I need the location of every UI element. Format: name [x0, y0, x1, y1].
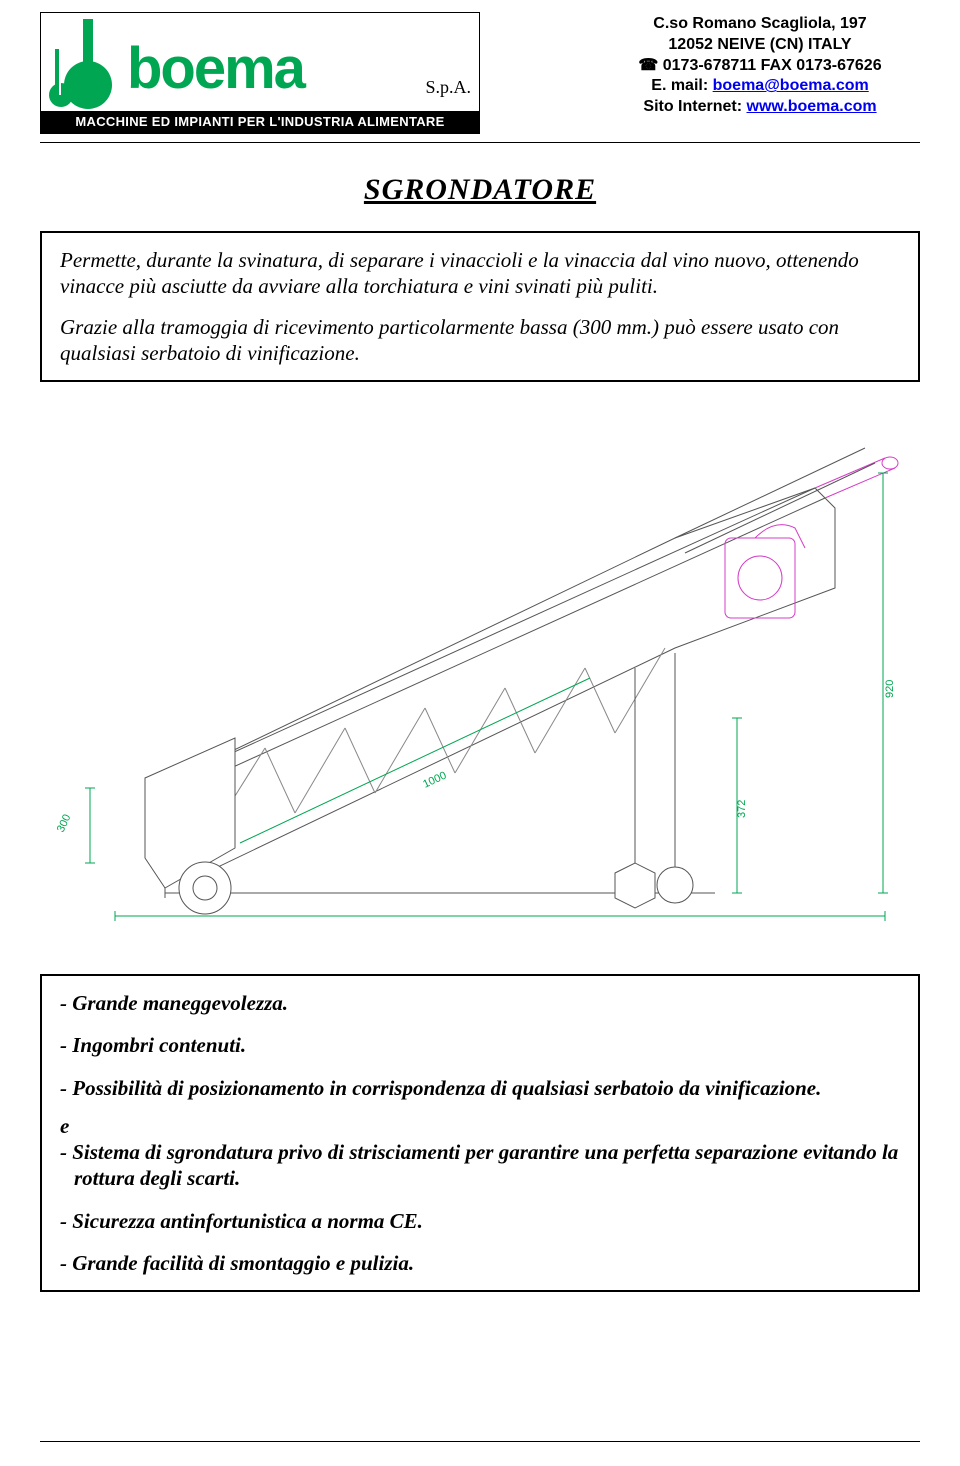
logo-mark-icon [49, 19, 123, 113]
contact-email-link[interactable]: boema@boema.com [713, 77, 869, 94]
feature-5: - Sicurezza antinfortunistica a norma CE… [60, 1208, 900, 1234]
page-title: SGRONDATORE [40, 173, 920, 207]
dim-1000: 1000 [421, 769, 448, 790]
contact-block: C.so Romano Scagliola, 197 12052 NEIVE (… [600, 12, 920, 118]
feature-3: - Possibilità di posizionamento in corri… [60, 1075, 900, 1101]
intro-box: Permette, durante la svinatura, di separ… [40, 231, 920, 382]
feature-2: - Ingombri contenuti. [60, 1032, 900, 1058]
dim-372: 372 [736, 800, 748, 818]
logo-block: boema S.p.A. MACCHINE ED IMPIANTI PER L'… [40, 12, 480, 134]
logo-suffix: S.p.A. [425, 77, 471, 98]
features-box: - Grande maneggevolezza. - Ingombri cont… [40, 974, 920, 1292]
header: boema S.p.A. MACCHINE ED IMPIANTI PER L'… [40, 12, 920, 134]
dim-300: 300 [55, 813, 74, 835]
logo-brand-text: boema [127, 35, 304, 102]
stray-e: e [60, 1113, 900, 1139]
feature-4: - Sistema di sgrondatura privo di strisc… [60, 1139, 900, 1192]
technical-diagram: 300 1000 372 920 [40, 408, 920, 948]
intro-paragraph-1: Permette, durante la svinatura, di separ… [60, 247, 900, 300]
contact-address-1: C.so Romano Scagliola, 197 [600, 14, 920, 35]
logo-tagline: MACCHINE ED IMPIANTI PER L'INDUSTRIA ALI… [41, 111, 479, 133]
dim-920: 920 [884, 680, 896, 698]
phone-icon: ☎ [638, 57, 662, 74]
contact-address-2: 12052 NEIVE (CN) ITALY [600, 35, 920, 56]
feature-6: - Grande facilità di smontaggio e pulizi… [60, 1250, 900, 1276]
feature-1: - Grande maneggevolezza. [60, 990, 900, 1016]
contact-email-line: E. mail: boema@boema.com [600, 76, 920, 97]
contact-site-line: Sito Internet: www.boema.com [600, 97, 920, 118]
contact-phone: ☎ 0173-678711 FAX 0173-67626 [600, 56, 920, 77]
contact-site-link[interactable]: www.boema.com [747, 98, 877, 115]
intro-paragraph-2: Grazie alla tramoggia di ricevimento par… [60, 314, 900, 367]
footer-divider [40, 1441, 920, 1442]
header-divider [40, 142, 920, 143]
